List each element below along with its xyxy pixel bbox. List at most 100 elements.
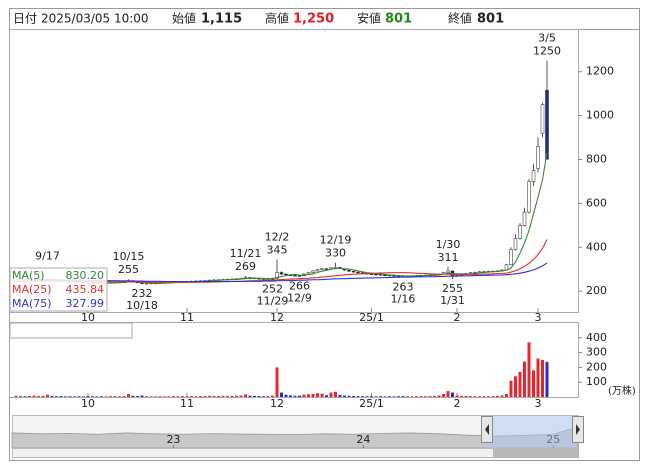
volume-bar <box>460 395 463 397</box>
volume-bar <box>496 395 499 397</box>
header-label: 高値 <box>265 11 289 26</box>
candle-body <box>279 272 284 275</box>
volume-bar <box>127 394 130 397</box>
volume-bar <box>181 396 184 397</box>
x-tick-label: 11 <box>180 311 194 324</box>
y-tick-label: 400 <box>586 331 607 344</box>
volume-bar <box>541 360 544 397</box>
volume-bar <box>469 396 472 397</box>
annotation-value: 232 <box>132 287 153 300</box>
volume-bar <box>154 396 157 397</box>
volume-bar <box>176 396 180 397</box>
scrollbar-thumb[interactable] <box>493 449 578 457</box>
header-label: 安値 <box>357 11 381 26</box>
x-tick-label: 25/1 <box>359 311 384 324</box>
price-panel <box>9 29 579 313</box>
volume-bar <box>253 395 256 397</box>
volume-bar <box>37 396 40 397</box>
handle-arrow <box>576 424 580 435</box>
candle-body <box>545 90 549 160</box>
annotation-date: 11/29 <box>257 295 289 308</box>
annotation-date: 11/21 <box>230 247 262 260</box>
volume-bar <box>473 396 477 397</box>
volume-bar <box>428 396 432 397</box>
annotation-date: 1/31 <box>440 294 465 307</box>
y-tick-label: 1000 <box>586 109 614 122</box>
header-label: 終値 <box>448 11 472 26</box>
annotation-date: 12/19 <box>320 234 352 247</box>
candle-body <box>446 270 450 273</box>
legend-name: MA(75) <box>12 297 52 310</box>
volume-bar <box>28 395 31 397</box>
header-label: 始値 <box>172 11 196 26</box>
volume-bar <box>302 394 306 397</box>
volume-title-box <box>9 322 133 339</box>
volume-bar <box>442 394 445 397</box>
handle-arrow <box>485 424 489 435</box>
scrollbar[interactable] <box>12 448 579 458</box>
volume-bar <box>523 361 526 397</box>
candle-body <box>324 268 329 270</box>
volume-bar <box>311 394 315 397</box>
volume-bar <box>262 396 265 397</box>
volume-bar <box>230 395 234 397</box>
x-tick-label: 11 <box>180 397 194 410</box>
candle-body <box>140 282 144 284</box>
volume-bar <box>338 394 342 397</box>
volume-bar <box>437 395 441 397</box>
volume-bar <box>320 393 324 397</box>
x-tick-label: 10 <box>81 397 95 410</box>
volume-bar <box>217 395 220 397</box>
volume-bar <box>95 396 99 397</box>
header-value: 801 <box>385 12 412 27</box>
candle-body <box>513 238 518 250</box>
volume-bar <box>509 380 513 397</box>
annotation-date: 10/18 <box>126 299 158 312</box>
volume-bar <box>365 396 369 397</box>
x-tick-label: 3 <box>535 397 542 410</box>
x-tick-label: 10 <box>81 311 95 324</box>
header-value: 1,250 <box>293 12 334 27</box>
candle-body <box>297 275 302 277</box>
volume-bar <box>397 396 400 397</box>
candle-body <box>351 270 356 273</box>
volume-bar <box>221 395 225 397</box>
volume-bar <box>527 342 531 397</box>
volume-bar <box>46 394 49 397</box>
volume-bar <box>140 395 144 397</box>
volume-bar <box>190 396 193 397</box>
navigator-selection[interactable] <box>487 416 578 448</box>
volume-bar <box>329 392 333 397</box>
volume-bar <box>118 396 121 397</box>
volume-bar <box>55 396 58 397</box>
candle-body <box>315 269 320 272</box>
y-tick-label: 600 <box>586 196 607 209</box>
annotation-date: 9/17 <box>35 249 60 262</box>
volume-bar <box>424 396 427 397</box>
candle-body <box>518 225 522 239</box>
header: 日付 2025/03/05 10:00 始値 1,115 高値 1,250 安値… <box>13 11 504 27</box>
volume-bar <box>289 395 292 397</box>
volume-bar <box>325 395 328 397</box>
volume-bar <box>23 396 27 397</box>
volume-bar <box>14 395 18 397</box>
volume-bar <box>73 396 76 397</box>
volume-bar <box>356 396 360 397</box>
volume-bar <box>374 396 378 397</box>
x-tick-label: 3 <box>535 311 542 324</box>
y-tick-label: 200 <box>586 284 607 297</box>
volume-bar <box>19 396 22 397</box>
legend-value: 435.84 <box>66 283 105 296</box>
candle-body <box>356 271 360 274</box>
volume-bar <box>145 396 148 397</box>
volume-bar <box>109 396 112 397</box>
header-label: 日付 <box>13 12 37 26</box>
volume-bar <box>406 396 409 397</box>
volume-bar <box>370 396 373 397</box>
volume-bar <box>505 394 508 397</box>
volume-bar <box>293 395 297 397</box>
volume-bar <box>410 396 414 397</box>
candle-body <box>540 104 545 134</box>
annotation-value: 1250 <box>533 45 561 58</box>
volume-bar <box>545 361 549 397</box>
